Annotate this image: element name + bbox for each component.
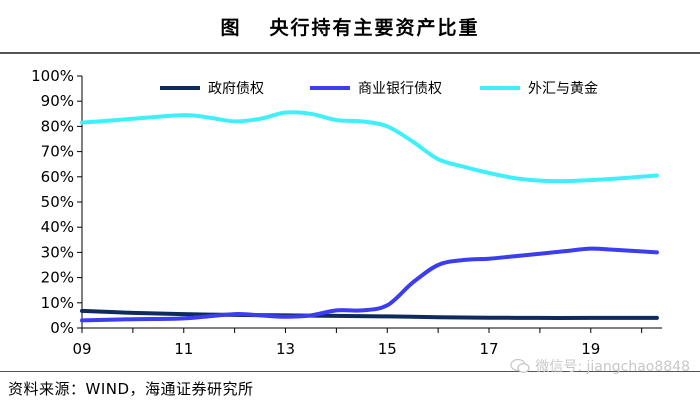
series-line-bank-claims (80, 246, 659, 323)
x-tick-label: 17 (479, 340, 498, 358)
y-tick-label: 50% (41, 193, 74, 211)
x-tick-label: 13 (276, 340, 295, 358)
y-tick-label: 20% (41, 269, 74, 287)
source-note: 资料来源：WIND，海通证券研究所 (8, 380, 254, 398)
watermark: 微信号: jiangchao8848 (510, 356, 690, 376)
legend-label: 外汇与黄金 (528, 80, 598, 97)
legend-label: 商业银行债权 (358, 81, 442, 97)
y-tick-label: 60% (41, 168, 74, 186)
x-tick-label: 15 (378, 340, 397, 358)
x-tick-label: 09 (72, 340, 91, 358)
figure-title: 图 央行持有主要资产比重 (0, 0, 700, 52)
chart-area: 0% 10% 20% 30% 40% 50% 60% 70% 80% 90% 100% 09 11 13 1… (0, 56, 700, 368)
y-tick-label: 80% (41, 117, 74, 135)
y-tick-label: 0% (50, 319, 74, 337)
x-tick-label: 19 (581, 340, 600, 358)
y-tick-label: 10% (41, 294, 74, 312)
watermark-text: 微信号: jiangchao8848 (535, 359, 690, 375)
title-divider (0, 52, 700, 54)
wechat-icon (510, 358, 531, 373)
x-tick-label: 11 (174, 340, 193, 358)
y-tick-label: 70% (41, 143, 74, 161)
y-tick-label: 100% (31, 67, 74, 85)
line-chart: 0% 10% 20% 30% 40% 50% 60% 70% 80% 90% 100% 09 11 13 1… (31, 67, 662, 358)
source-divider (0, 371, 700, 372)
chart-title: 央行持有主要资产比重 (269, 16, 480, 39)
y-tick-label: 40% (41, 218, 74, 236)
series-line-government-claims (80, 308, 659, 320)
figure-label: 图 (220, 16, 242, 39)
legend-label: 政府债权 (208, 81, 264, 97)
y-tick-label: 90% (41, 92, 74, 110)
series-line-fx-gold (80, 110, 659, 184)
y-tick-label: 30% (41, 243, 74, 261)
